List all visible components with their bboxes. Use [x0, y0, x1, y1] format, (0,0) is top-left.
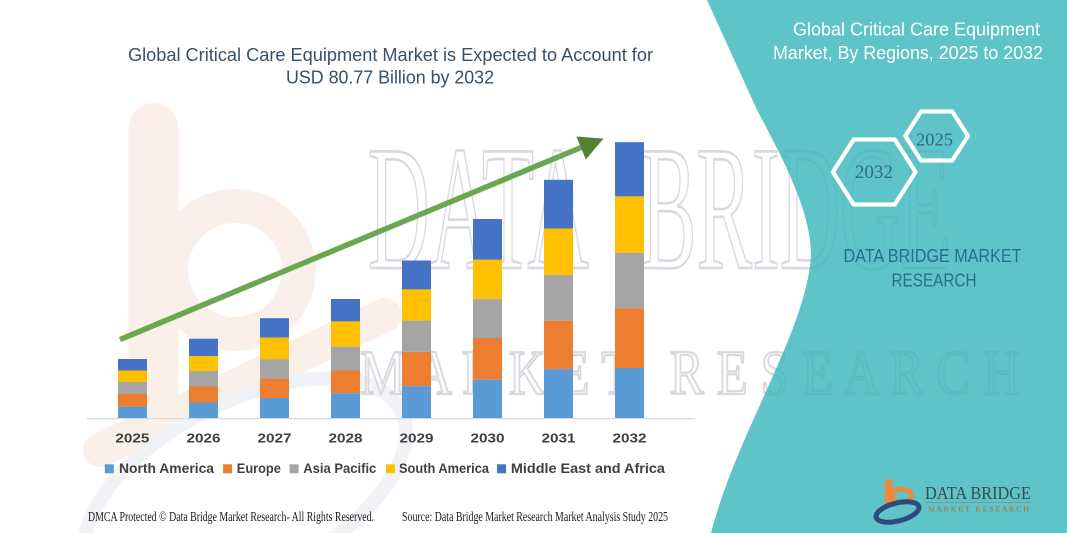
svg-text:2025: 2025 [115, 430, 149, 445]
svg-text:Asia Pacific: Asia Pacific [303, 461, 376, 476]
svg-text:2031: 2031 [542, 430, 576, 445]
svg-text:Middle East and Africa: Middle East and Africa [511, 461, 665, 476]
svg-text:RESEARCH: RESEARCH [892, 269, 977, 290]
svg-text:2029: 2029 [400, 430, 434, 445]
svg-text:Market, By Regions, 2025 to 20: Market, By Regions, 2025 to 2032 [773, 43, 1043, 63]
svg-text:Europe: Europe [237, 461, 281, 476]
svg-text:2026: 2026 [187, 430, 221, 445]
svg-text:DMCA Protected © Data Bridge M: DMCA Protected © Data Bridge Market Rese… [88, 510, 374, 525]
svg-text:Global Critical Care Equipment: Global Critical Care Equipment Market is… [128, 45, 653, 65]
svg-text:2032: 2032 [613, 430, 647, 445]
svg-text:2030: 2030 [471, 430, 505, 445]
svg-text:Global Critical Care Equipment: Global Critical Care Equipment [793, 20, 1040, 40]
svg-text:M A R K E T R E S E A R C H: M A R K E T R E S E A R C H [928, 506, 1029, 514]
svg-text:Source: Data Bridge Market Res: Source: Data Bridge Market Research Mark… [402, 510, 668, 525]
svg-text:2028: 2028 [329, 430, 363, 445]
svg-text:North America: North America [119, 461, 214, 476]
svg-text:DATA BRIDGE MARKET: DATA BRIDGE MARKET [844, 245, 1022, 266]
svg-text:2027: 2027 [258, 430, 292, 445]
svg-text:South America: South America [399, 461, 489, 476]
svg-text:USD 80.77 Billion by 2032: USD 80.77 Billion by 2032 [286, 68, 494, 88]
svg-text:2025: 2025 [916, 130, 953, 150]
svg-text:2032: 2032 [855, 162, 893, 183]
svg-text:DATA BRIDGE: DATA BRIDGE [925, 483, 1031, 503]
